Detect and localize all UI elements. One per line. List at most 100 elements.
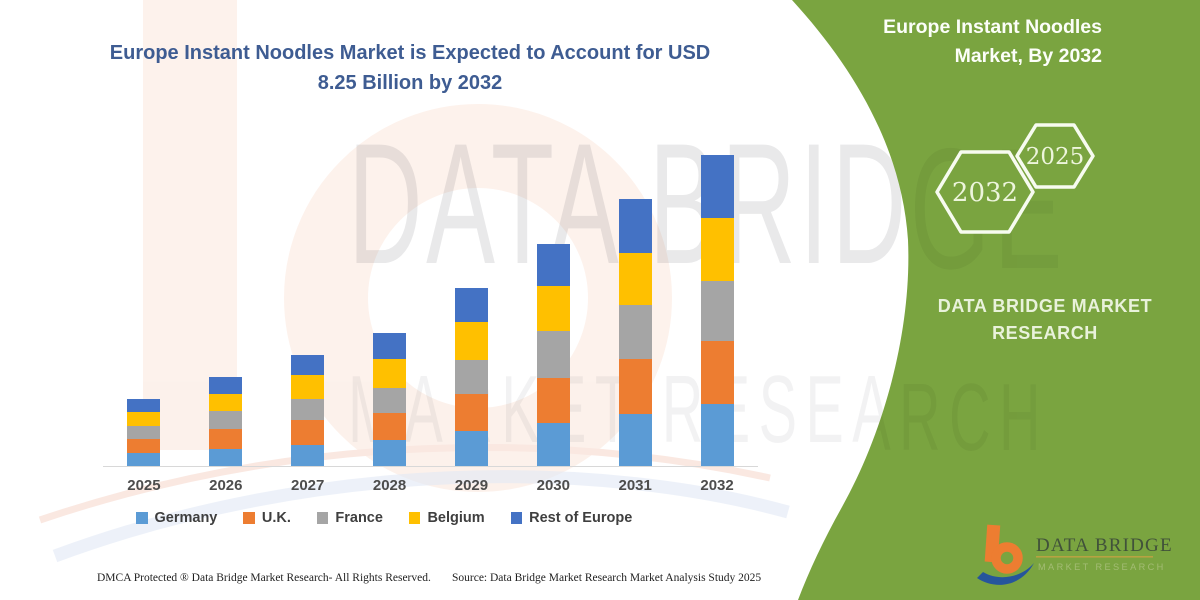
x-tick-2030: 2030 [536,477,570,494]
segment-france-2025 [127,426,161,439]
segment-rest-of-europe-2030 [536,243,570,287]
bar-column-2028 [349,333,431,466]
segment-u-k-2027 [291,420,325,445]
watermark-blue-curve [52,470,790,563]
legend-label-belgium: Belgium [427,510,485,526]
legend-label-u-k: U.K. [261,510,291,526]
hexagon-2032-label: 2032 [952,178,1018,208]
segment-u-k-2030 [536,378,570,423]
segment-france-2031 [618,305,652,359]
bar-2030 [536,243,570,466]
footer-source-text: Source: Data Bridge Market Research Mark… [452,572,762,584]
segment-germany-2025 [127,452,161,466]
segment-belgium-2027 [291,374,325,399]
chart-title-line1: Europe Instant Noodles Market is Expecte… [109,42,711,64]
logo-subtext: MARKET RESEARCH [1038,562,1166,572]
legend-item-rest-of-europe: Rest of Europe [510,510,633,526]
segment-belgium-2025 [127,411,161,427]
segment-france-2032 [700,281,734,342]
panel-brand-line2: RESEARCH [992,323,1098,343]
bar-column-2026 [185,377,267,466]
segment-france-2029 [454,360,488,395]
watermark-on-green-small: MARKET RESEARCH [348,363,1049,471]
legend-item-france: France [316,510,383,526]
segment-u-k-2032 [700,341,734,405]
legend-swatch-u-k [243,512,255,524]
bar-column-2031 [594,199,676,466]
segment-u-k-2029 [454,394,488,431]
segment-germany-2030 [536,423,570,466]
segment-germany-2032 [700,404,734,466]
segment-belgium-2031 [618,253,652,306]
chart-title: Europe Instant Noodles Market is Expecte… [100,38,720,98]
legend-label-germany: Germany [154,510,218,526]
x-tick-2027: 2027 [291,477,325,494]
panel-brand-line1: DATA BRIDGE MARKET [937,296,1153,316]
segment-france-2030 [536,331,570,379]
segment-germany-2026 [209,449,243,466]
hexagon-2025 [1015,123,1095,189]
bar-2026 [209,377,243,466]
bar-2029 [454,288,488,466]
segment-u-k-2025 [127,438,161,453]
bar-column-2032 [676,155,758,466]
legend-swatch-france [316,512,329,524]
panel-brand-name: DATA BRIDGE MARKET RESEARCH [895,293,1195,347]
data-bridge-logo: DATA BRIDGE MARKET RESEARCH [977,524,1173,585]
x-tick-2028: 2028 [372,477,407,494]
segment-germany-2027 [291,444,325,466]
x-tick-2025: 2025 [127,477,161,494]
hexagon-2032 [935,150,1035,234]
segment-u-k-2028 [373,412,407,440]
x-axis-labels: 2025 2026 2027 2028 2029 2030 2031 2032 [103,477,758,494]
logo-wordmark: DATA BRIDGE [1036,535,1173,556]
legend-swatch-rest-of-europe [510,512,523,524]
chart-title-line2: 8.25 Billion by 2032 [317,72,503,94]
segment-belgium-2032 [700,218,734,282]
hexagon-2025-label: 2025 [1026,144,1085,170]
bar-2025 [127,398,161,466]
bar-2031 [618,199,652,466]
bar-2032 [700,155,734,466]
legend-label-rest-of-europe: Rest of Europe [529,510,633,526]
segment-belgium-2026 [209,394,243,412]
legend: Germany U.K. France Belgium Rest of Europe [136,510,632,526]
footer-dmca-text: DMCA Protected ® Data Bridge Market Rese… [97,572,431,584]
segment-rest-of-europe-2032 [700,155,734,219]
bar-column-2025 [103,398,185,466]
segment-belgium-2029 [454,322,488,361]
x-tick-2032: 2032 [700,477,734,494]
panel-title-line2: Market, By 2032 [954,45,1102,67]
logo-b-bowl [991,542,1023,574]
segment-u-k-2031 [618,359,652,414]
watermark-b-stem [143,0,237,450]
logo-blue-swoosh [977,563,1034,585]
bar-column-2029 [431,288,513,466]
segment-rest-of-europe-2031 [618,199,652,254]
legend-label-france: France [335,510,383,526]
bar-2028 [373,333,407,466]
logo-gold-rule [1036,556,1153,558]
legend-item-belgium: Belgium [408,510,485,526]
legend-swatch-belgium [408,512,421,524]
segment-france-2028 [373,388,407,413]
segment-france-2026 [209,411,243,430]
segment-rest-of-europe-2029 [454,288,488,323]
x-tick-2029: 2029 [454,477,489,494]
panel-title: Europe Instant Noodles Market, By 2032 [840,13,1102,71]
legend-item-germany: Germany [136,510,217,526]
segment-germany-2031 [618,414,652,466]
x-tick-2031: 2031 [618,477,652,494]
bar-column-2030 [512,243,594,466]
segment-belgium-2028 [373,359,407,389]
bar-column-2027 [267,354,349,466]
segment-france-2027 [291,398,325,421]
segment-rest-of-europe-2026 [209,377,243,395]
plot-area [103,150,758,467]
panel-title-line1: Europe Instant Noodles [883,16,1102,38]
legend-swatch-germany [136,512,148,524]
segment-belgium-2030 [536,286,570,332]
legend-item-u-k: U.K. [243,510,291,526]
